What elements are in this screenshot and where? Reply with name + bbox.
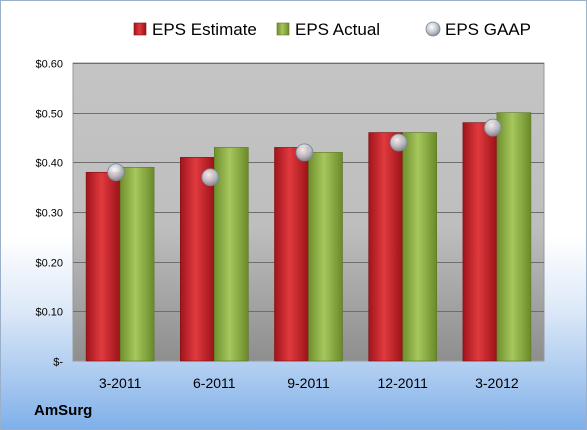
bar-eps-actual bbox=[119, 167, 155, 362]
marker-eps-gaap bbox=[201, 168, 220, 187]
legend-label: EPS Actual bbox=[295, 20, 380, 39]
x-axis-category-labels: 3-2011 6-2011 9-2011 12-2011 3-2012 bbox=[99, 375, 519, 391]
y-tick-label: $0.40 bbox=[35, 158, 63, 170]
y-tick-label: $0.60 bbox=[35, 59, 63, 71]
bar-eps-estimate bbox=[85, 171, 121, 362]
y-tick-label: $0.30 bbox=[35, 208, 63, 220]
y-tick-label: $0.10 bbox=[35, 307, 63, 319]
bar-eps-actual bbox=[214, 147, 249, 362]
bar-eps-estimate bbox=[462, 122, 498, 362]
company-name: AmSurg bbox=[34, 402, 93, 419]
x-category-label: 9-2011 bbox=[287, 375, 330, 391]
legend-swatch-eps-gaap bbox=[425, 21, 441, 37]
bar-eps-estimate bbox=[368, 132, 404, 362]
marker-eps-gaap bbox=[389, 133, 408, 152]
marker-eps-gaap bbox=[295, 143, 314, 162]
bar-eps-estimate bbox=[274, 147, 309, 362]
y-axis-tick-labels: $- $0.10 $0.20 $0.30 $0.40 $0.50 $0.60 bbox=[35, 59, 63, 369]
y-tick-label: $- bbox=[53, 357, 63, 369]
x-category-label: 3-2012 bbox=[475, 375, 519, 391]
x-category-label: 6-2011 bbox=[193, 375, 236, 391]
bar-eps-actual bbox=[308, 152, 343, 362]
marker-eps-gaap bbox=[483, 118, 502, 137]
legend-swatch-eps-estimate bbox=[133, 22, 147, 36]
bars bbox=[85, 112, 532, 362]
legend: EPS Estimate EPS Actual EPS GAAP bbox=[133, 20, 531, 39]
legend-label: EPS GAAP bbox=[445, 20, 531, 39]
y-tick-label: $0.20 bbox=[35, 258, 63, 270]
gaap-markers bbox=[107, 118, 502, 187]
legend-swatch-eps-actual bbox=[276, 22, 290, 36]
bar-eps-estimate bbox=[180, 157, 215, 362]
marker-eps-gaap bbox=[107, 163, 125, 182]
x-category-label: 12-2011 bbox=[378, 375, 429, 391]
legend-label: EPS Estimate bbox=[152, 20, 257, 39]
x-category-label: 3-2011 bbox=[99, 375, 142, 391]
y-tick-label: $0.50 bbox=[35, 109, 63, 121]
bar-eps-actual bbox=[402, 132, 438, 362]
bar-eps-actual bbox=[496, 112, 532, 362]
